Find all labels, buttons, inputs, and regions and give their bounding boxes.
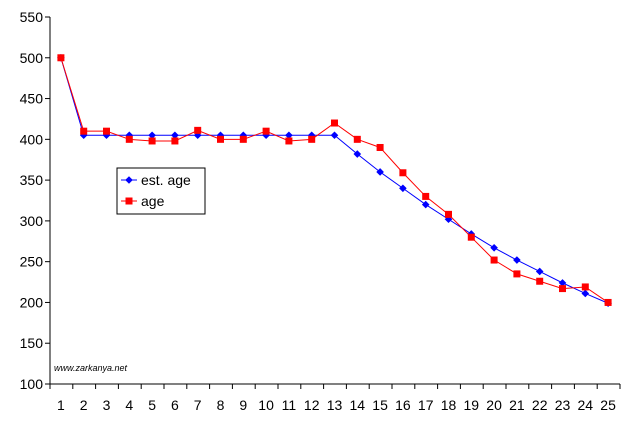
x-tick-label: 15 <box>372 397 388 413</box>
x-tick-label: 18 <box>441 397 457 413</box>
y-tick-label: 550 <box>20 9 44 25</box>
data-point-age <box>285 137 293 145</box>
data-point-age <box>353 135 361 143</box>
data-point-est-age <box>171 131 179 140</box>
data-point-age <box>148 137 156 145</box>
x-tick-label: 9 <box>239 397 247 413</box>
x-tick-label: 17 <box>418 397 434 413</box>
y-tick-label: 300 <box>20 213 44 229</box>
data-point-est-age <box>581 289 590 298</box>
data-point-age <box>239 135 247 143</box>
data-point-age <box>308 135 316 143</box>
x-tick-label: 13 <box>327 397 343 413</box>
x-tick-label: 20 <box>486 397 502 413</box>
data-point-est-age <box>330 131 339 140</box>
data-point-est-age <box>148 131 156 140</box>
y-tick-label: 100 <box>20 376 44 392</box>
x-tick-label: 16 <box>395 397 411 413</box>
data-point-age <box>331 119 338 127</box>
legend-item-est-age: est. age <box>121 172 191 188</box>
data-point-est-age <box>421 200 430 209</box>
legend-swatch-marker <box>125 176 133 184</box>
x-tick-label: 25 <box>600 397 616 413</box>
x-tick-label: 24 <box>578 397 594 413</box>
legend: est. age age <box>116 167 206 215</box>
data-point-est-age <box>490 244 498 252</box>
data-point-age <box>262 127 270 135</box>
y-tick-label: 150 <box>20 335 44 351</box>
data-point-est-age <box>399 184 407 193</box>
x-tick-label: 23 <box>555 397 571 413</box>
x-tick-label: 7 <box>194 397 202 413</box>
data-point-est-age <box>513 256 521 264</box>
x-tick-label: 2 <box>80 397 88 413</box>
x-tick-label: 5 <box>148 397 156 413</box>
series-age <box>57 54 612 306</box>
x-tick-label: 4 <box>125 397 133 413</box>
y-tick-label: 400 <box>20 131 44 147</box>
data-point-age <box>376 143 384 151</box>
data-point-age <box>194 126 202 134</box>
x-tick-label: 12 <box>304 397 320 413</box>
data-point-est-age <box>535 267 544 276</box>
x-tick-label: 14 <box>350 397 366 413</box>
y-tick-label: 350 <box>20 172 44 188</box>
data-point-age <box>513 270 521 278</box>
data-point-age <box>490 256 498 264</box>
y-tick-label: 500 <box>20 50 44 66</box>
data-point-age <box>559 285 566 293</box>
data-point-age <box>80 127 88 135</box>
data-point-age <box>103 127 110 135</box>
data-point-age <box>445 210 452 218</box>
x-tick-label: 1 <box>57 397 65 413</box>
data-point-age <box>604 298 612 306</box>
legend-swatch-marker <box>125 197 133 205</box>
x-tick-label: 6 <box>171 397 179 413</box>
y-tick-label: 450 <box>20 91 44 107</box>
x-tick-label: 21 <box>509 397 525 413</box>
data-point-age <box>536 277 544 285</box>
legend-box <box>116 167 206 215</box>
y-tick-label: 200 <box>20 294 44 310</box>
series-layer <box>57 53 612 308</box>
legend-label: age <box>141 193 165 209</box>
data-point-age <box>422 192 430 200</box>
data-point-age <box>217 135 224 143</box>
x-tick-label: 22 <box>532 397 548 413</box>
data-point-age <box>467 233 475 241</box>
data-point-age <box>57 54 65 62</box>
legend-label: est. age <box>141 172 191 188</box>
data-point-age <box>125 135 133 143</box>
data-point-age <box>171 137 179 145</box>
legend-item-age: age <box>121 193 165 209</box>
x-tick-label: 8 <box>217 397 225 413</box>
y-tick-label: 250 <box>20 254 44 270</box>
x-tick-label: 10 <box>258 397 274 413</box>
data-point-age <box>399 169 407 177</box>
x-tick-label: 19 <box>464 397 480 413</box>
watermark-text: www.zarkanya.net <box>54 363 128 373</box>
data-point-est-age <box>285 131 293 140</box>
data-point-est-age <box>558 279 567 287</box>
data-point-est-age <box>376 168 384 176</box>
data-point-est-age <box>353 150 362 158</box>
data-point-age <box>581 283 589 291</box>
x-tick-label: 11 <box>282 397 297 413</box>
x-tick-label: 3 <box>103 397 111 413</box>
